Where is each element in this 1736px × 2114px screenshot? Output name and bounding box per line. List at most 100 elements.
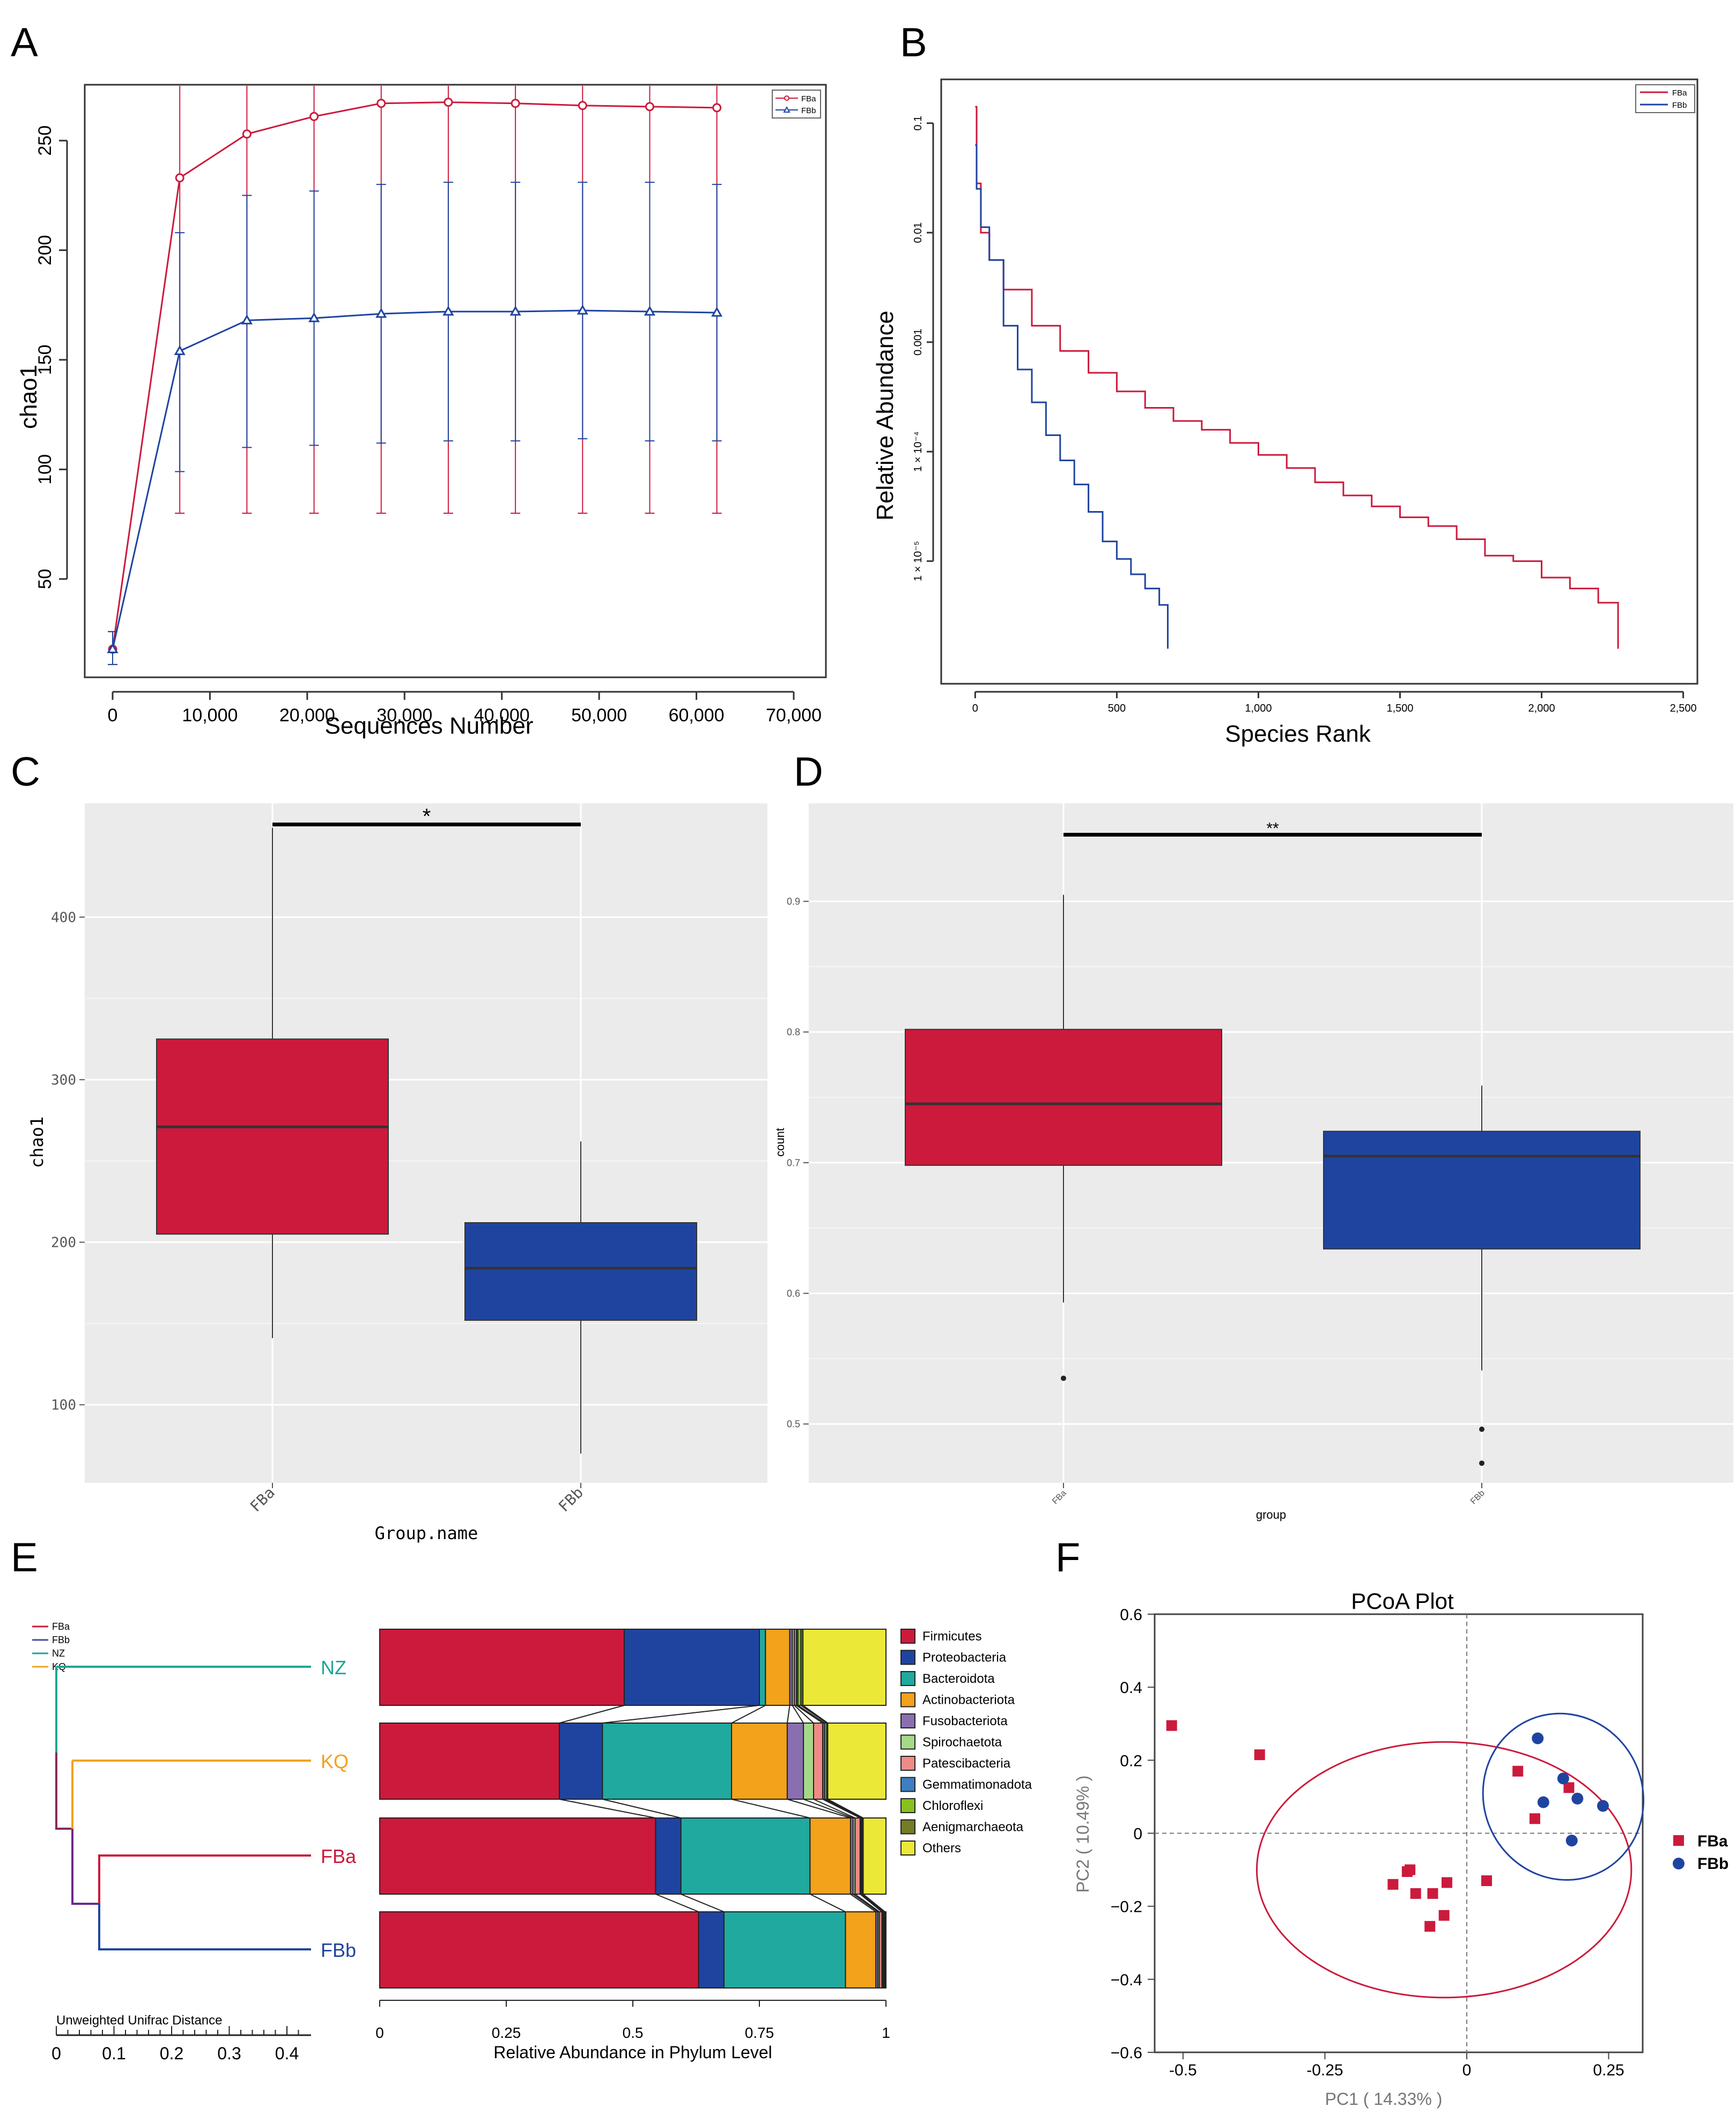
scale-tick-label: 0.4	[275, 2044, 299, 2063]
segment-connector	[862, 1894, 885, 1912]
legend-marker-fba	[784, 95, 789, 101]
data-point-fba	[1438, 1910, 1450, 1921]
legend-label-fba: FBa	[1672, 88, 1687, 98]
x-axis-label: Species Rank	[1225, 721, 1371, 747]
legend-marker-fba	[1673, 1835, 1684, 1846]
bar-segment-fba-others	[862, 1817, 887, 1895]
significance-label: *	[423, 804, 431, 828]
data-point-fbb	[1557, 1772, 1569, 1785]
bar-segment-kq-others	[827, 1723, 887, 1800]
box-fbb	[464, 1222, 697, 1321]
series-line-fba	[112, 101, 717, 649]
legend-label-fusobacteriota: Fusobacteriota	[922, 1714, 1008, 1728]
dendro-leaf-fba: FBa	[321, 1845, 357, 1867]
legend-swatch-others	[900, 1840, 915, 1856]
panel-label-d: D	[794, 749, 823, 795]
panel-d-count-boxplot: D ** 0.5 0.6 0.7 0.8 0.9 FBa FBb group count	[773, 749, 1733, 1521]
data-point-fbb	[1597, 1800, 1609, 1812]
y-tick-label: 100	[35, 454, 55, 485]
data-point-fba	[1441, 1877, 1452, 1888]
legend-label-others: Others	[922, 1841, 961, 1856]
data-point-fbb	[442, 305, 454, 316]
panel-f-pcoa-plot: F PCoA Plot -0.5 -0.25 0 0.25 −0.6 −0.4 −0.2 0 0…	[1055, 1535, 1728, 2109]
box-layer: *	[156, 804, 697, 1454]
segment-connector	[681, 1894, 725, 1912]
bar-segment-fba-proteobacteria	[655, 1817, 682, 1895]
segment-connector	[731, 1705, 766, 1724]
bar-segment-fba-bacteroidota	[680, 1817, 811, 1895]
data-point-fba	[578, 101, 587, 110]
segment-connector	[602, 1705, 760, 1724]
data-point-fbb	[1565, 1835, 1578, 1847]
y-tick-label: 50	[35, 569, 55, 589]
x-axis-label: Sequences Number	[325, 713, 534, 739]
segment-connector	[853, 1894, 878, 1912]
series-line-fba	[975, 106, 1619, 649]
data-point-fba	[1387, 1879, 1399, 1890]
data-point-fba	[309, 112, 319, 121]
x-tick-label: 0	[375, 2024, 384, 2041]
segment-connector	[800, 1705, 828, 1724]
legend-label-proteobacteria: Proteobacteria	[922, 1651, 1007, 1665]
data-point-fba	[712, 103, 722, 113]
panel-label-e: E	[11, 1535, 38, 1580]
y-tick-label: −0.4	[1111, 1971, 1142, 1989]
box-fba	[156, 1038, 389, 1235]
legend-label-actinobacteriota: Actinobacteriota	[922, 1693, 1015, 1708]
data-point-fba	[444, 98, 453, 107]
segment-connector	[796, 1705, 823, 1724]
data-point-fbb	[107, 643, 119, 653]
x-tick-label: -0.5	[1169, 2061, 1197, 2079]
data-point-fbb	[644, 305, 656, 316]
legend-swatch-bacteroidota	[900, 1671, 915, 1686]
y-tick-label: 0.6	[787, 1288, 800, 1299]
scale-tick-label: 0.3	[217, 2044, 241, 2063]
bar-segment-kq-actinobacteriota	[731, 1723, 788, 1800]
x-tick-label: 2,000	[1528, 703, 1555, 714]
segment-connector	[794, 1705, 814, 1724]
bar-segment-kq-spirochaetota	[803, 1723, 815, 1800]
x-tick-label: 0.75	[745, 2024, 774, 2041]
y-tick-label: 400	[51, 910, 76, 926]
dendro-leaf-kq: KQ	[321, 1750, 349, 1772]
x-tick-label: 50,000	[571, 705, 627, 726]
bar-segment-kq-proteobacteria	[559, 1723, 603, 1800]
bar-x-axis: 0 0.25 0.5 0.75 1	[375, 2000, 890, 2041]
dendro-legend-label-fbb: FBb	[52, 1635, 70, 1645]
data-point-fbb	[375, 308, 387, 318]
outlier-point-fbb	[1479, 1460, 1484, 1466]
legend: FBa FBb	[772, 90, 821, 119]
bar-segment-nz-firmicutes	[379, 1629, 625, 1706]
data-point-fba	[1424, 1921, 1436, 1932]
y-tick-label: 0.6	[1120, 1606, 1142, 1624]
data-point-fba	[376, 99, 386, 108]
x-tick-label: 20,000	[279, 705, 335, 726]
legend-marker-fbb	[1673, 1858, 1685, 1869]
segment-connector	[559, 1799, 656, 1819]
y-tick-label: 0.4	[1120, 1679, 1142, 1697]
y-axis-label: chao1	[16, 365, 42, 429]
legend-label-chloroflexi: Chloroflexi	[922, 1799, 983, 1813]
x-tick-label: FBb	[1469, 1489, 1487, 1506]
segment-connector	[824, 1799, 862, 1819]
significance-label: **	[1266, 819, 1279, 837]
scale-tick-label: 0	[51, 2044, 61, 2063]
axes-layer: 100 200 300 400 FBa FBb	[51, 910, 587, 1515]
x-tick-label: 10,000	[182, 705, 238, 726]
legend-box	[772, 90, 821, 119]
legend-box	[1635, 84, 1695, 113]
bar-segment-nz-others	[802, 1629, 887, 1706]
segment-connector	[792, 1705, 804, 1724]
data-point-fba	[1254, 1749, 1265, 1761]
legend-swatch-actinobacteriota	[900, 1692, 915, 1708]
plot-frame	[940, 78, 1698, 685]
bar-segment-nz-bacteroidota	[759, 1629, 766, 1706]
legend-label-gemmatimonadota: Gemmatimonadota	[922, 1778, 1032, 1792]
y-axis-label: count	[773, 1128, 787, 1157]
x-tick-label: 40,000	[474, 705, 530, 726]
plot-frame	[84, 84, 827, 678]
dendro-leaf-nz: NZ	[321, 1657, 346, 1679]
data-point-fbb	[174, 345, 186, 356]
x-tick-label: -0.25	[1306, 2061, 1343, 2079]
